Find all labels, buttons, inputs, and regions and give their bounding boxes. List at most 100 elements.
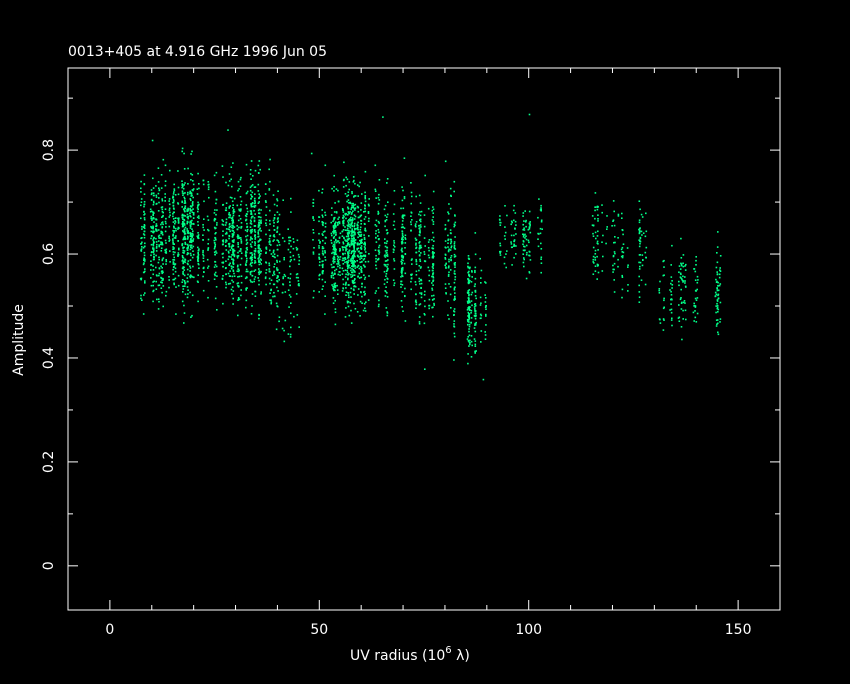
data-point (259, 195, 261, 197)
data-point (539, 232, 542, 235)
data-point (313, 290, 315, 292)
data-point (254, 231, 257, 233)
data-point (197, 281, 199, 283)
data-point (384, 260, 387, 262)
data-point (349, 224, 352, 226)
data-point (684, 302, 686, 304)
data-point (161, 232, 164, 234)
data-point (377, 235, 379, 237)
data-point (401, 262, 403, 264)
data-point (432, 253, 434, 256)
data-point (351, 204, 353, 207)
data-point (349, 267, 351, 269)
data-point (152, 200, 155, 203)
data-point (277, 290, 279, 292)
data-point (287, 289, 290, 291)
data-point (354, 308, 357, 310)
data-point (214, 227, 216, 230)
data-point (364, 276, 367, 279)
data-point (231, 200, 234, 203)
data-point (662, 318, 665, 320)
data-point (404, 247, 406, 249)
data-point (468, 300, 471, 302)
data-point (336, 258, 339, 260)
data-point (143, 193, 146, 195)
data-point (312, 251, 315, 253)
data-point (411, 219, 413, 221)
data-point (677, 317, 680, 319)
data-point (480, 341, 482, 343)
data-point (474, 266, 477, 269)
data-point (258, 256, 260, 259)
data-point (197, 246, 199, 249)
data-point (361, 285, 363, 288)
data-point (184, 200, 186, 203)
data-point (150, 215, 153, 218)
data-point (718, 273, 721, 276)
data-point (697, 279, 699, 281)
data-point (503, 262, 506, 265)
data-point (392, 213, 395, 215)
data-point (172, 259, 174, 261)
data-point (257, 277, 259, 279)
data-point (277, 217, 279, 219)
data-point (187, 191, 189, 194)
data-point (322, 247, 325, 250)
data-point (347, 199, 350, 201)
data-point (606, 226, 608, 228)
data-point (264, 200, 267, 202)
data-point (331, 207, 333, 209)
data-point (432, 279, 435, 281)
data-point (639, 254, 641, 256)
data-point (377, 220, 380, 223)
data-point (153, 253, 155, 255)
data-point (347, 214, 349, 216)
data-point (386, 314, 389, 317)
data-point (189, 248, 192, 251)
data-point (290, 326, 292, 329)
data-point (186, 213, 189, 216)
data-point (278, 233, 281, 236)
data-point (622, 251, 625, 254)
data-point (510, 220, 513, 223)
data-point (254, 234, 256, 236)
data-point (485, 282, 487, 284)
data-point (418, 227, 421, 229)
data-point (231, 293, 233, 295)
data-point (525, 244, 528, 247)
data-point (296, 314, 299, 316)
data-point (415, 299, 417, 302)
data-point (347, 235, 350, 238)
data-point (696, 288, 698, 291)
data-point (249, 186, 252, 189)
data-point (352, 262, 355, 264)
data-point (321, 223, 324, 226)
data-point (298, 256, 300, 258)
data-point (513, 240, 516, 243)
data-point (524, 233, 526, 236)
data-point (448, 248, 450, 251)
data-point (662, 260, 664, 263)
data-point (168, 286, 170, 289)
data-point (337, 293, 339, 295)
data-point (332, 229, 335, 231)
data-point (332, 297, 335, 299)
data-point (467, 353, 469, 355)
data-point (162, 305, 164, 308)
data-point (362, 259, 365, 261)
data-point (172, 235, 175, 237)
data-point (614, 241, 616, 244)
data-point (276, 259, 278, 262)
data-point (522, 223, 524, 226)
data-point (249, 279, 252, 281)
data-point (162, 211, 164, 214)
data-point (225, 207, 227, 209)
data-point (190, 254, 192, 257)
data-point (378, 222, 380, 224)
data-point (716, 319, 719, 321)
data-point (466, 300, 469, 303)
data-point (331, 272, 333, 275)
data-point (273, 234, 275, 236)
data-point (348, 314, 351, 317)
data-point (473, 285, 476, 287)
